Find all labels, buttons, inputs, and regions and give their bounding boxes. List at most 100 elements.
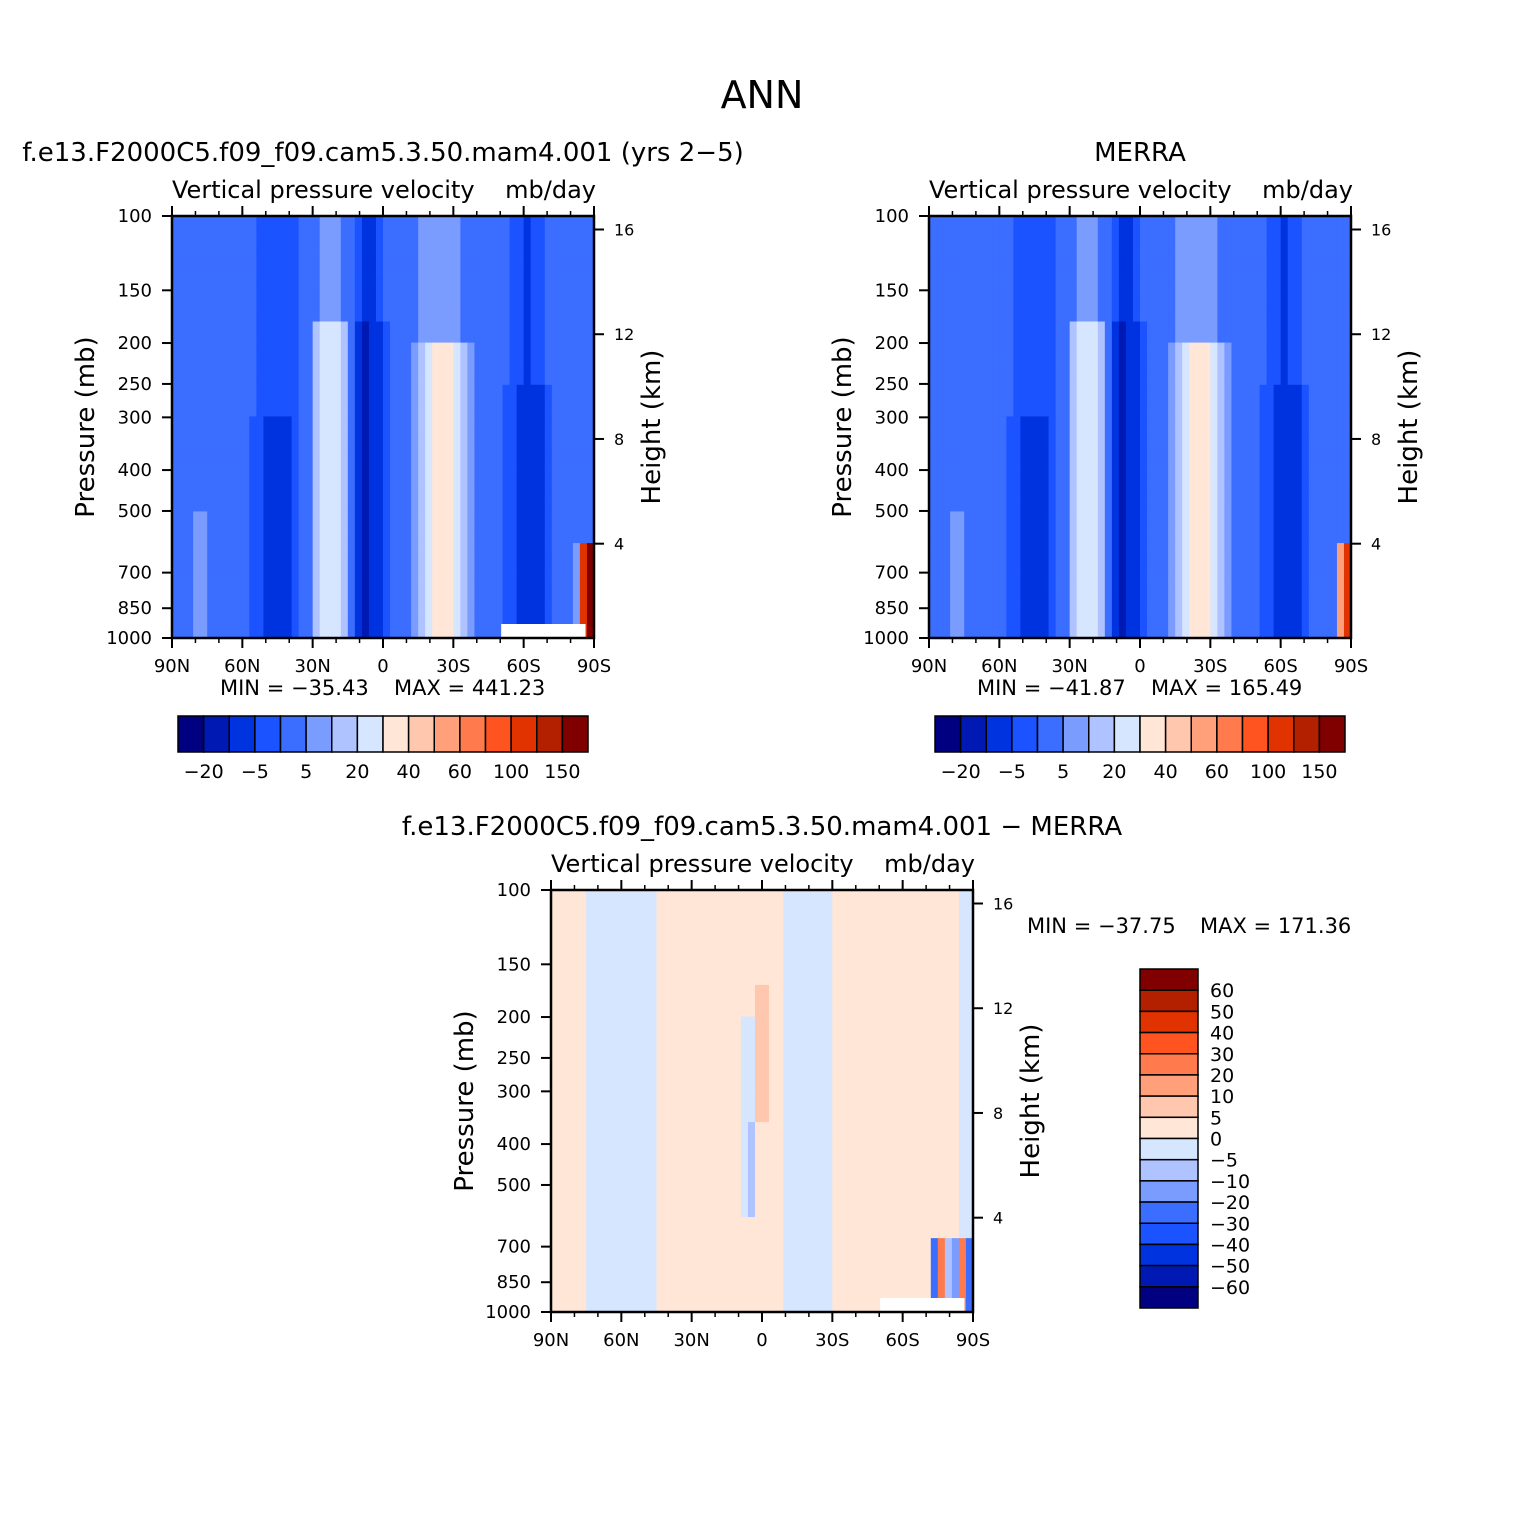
field-cell: [943, 553, 951, 565]
field-cell: [572, 416, 581, 428]
field-cell: [936, 616, 944, 629]
field-cell: [537, 332, 546, 344]
field-cell: [305, 258, 314, 270]
field-cell: [1076, 543, 1085, 555]
field-cell: [1132, 332, 1141, 344]
field-cell: [551, 469, 560, 481]
field-cell: [263, 521, 272, 534]
field-cell: [1147, 247, 1155, 259]
field-cell: [502, 479, 511, 491]
field-cell: [1266, 627, 1275, 639]
field-cell: [1203, 237, 1211, 249]
field-cell: [411, 595, 419, 607]
field-cell: [516, 585, 525, 597]
field-cell: [1238, 384, 1247, 396]
field-cell: [964, 342, 972, 354]
field-cell: [943, 363, 951, 375]
field-cell: [277, 521, 286, 534]
field-cell: [242, 384, 250, 396]
field-cell: [971, 500, 979, 512]
field-cell: [1147, 279, 1155, 291]
field-cell: [446, 247, 454, 259]
x-tick-label: 30S: [1193, 656, 1227, 677]
field-cell: [488, 606, 497, 618]
field-cell: [361, 268, 370, 280]
field-cell: [1329, 363, 1338, 375]
y-axis-label: Pressure (mb): [71, 336, 101, 517]
field-cell: [985, 458, 993, 470]
field-cell: [1343, 564, 1352, 576]
field-cell: [488, 543, 497, 555]
field-cell: [1287, 395, 1296, 407]
field-cell: [558, 553, 567, 565]
field-cell: [1343, 458, 1352, 470]
field-cell: [1154, 469, 1162, 481]
field-cell: [277, 268, 286, 280]
field-cell: [263, 384, 272, 396]
field-cell: [397, 353, 405, 365]
field-cell: [291, 279, 300, 291]
field-cell: [1196, 574, 1204, 586]
field-cell: [467, 500, 476, 512]
field-cell: [978, 363, 986, 375]
field-cell: [1097, 289, 1106, 301]
field-cell: [235, 416, 243, 428]
field-cell: [354, 353, 363, 365]
field-cell: [1294, 500, 1303, 512]
field-cell: [488, 279, 497, 291]
field-cell: [340, 258, 349, 270]
field-cell: [964, 384, 972, 396]
field-cell: [936, 585, 944, 597]
field-cell: [467, 237, 476, 249]
field-cell: [467, 226, 476, 238]
field-cell: [340, 226, 349, 238]
field-cell: [298, 532, 307, 544]
field-cell: [1118, 521, 1127, 534]
field-cell: [1210, 279, 1218, 291]
field-cell: [1224, 437, 1233, 449]
field-cell: [270, 226, 279, 238]
field-cell: [390, 237, 398, 249]
field-cell: [1083, 521, 1092, 534]
field-cell: [347, 616, 356, 629]
field-cell: [256, 595, 265, 607]
field-cell: [1175, 448, 1183, 460]
field-cell: [537, 469, 546, 481]
field-cell: [340, 416, 349, 428]
field-cell: [312, 416, 321, 428]
field-cell: [992, 247, 1000, 259]
field-cell: [530, 363, 539, 375]
field-cell: [579, 237, 588, 249]
field-cell: [1041, 310, 1050, 323]
field-cell: [340, 511, 349, 523]
field-cell: [1273, 532, 1282, 544]
field-cell: [558, 574, 567, 586]
field-cell: [1196, 616, 1204, 629]
field-cell: [488, 616, 497, 629]
field-cell: [985, 374, 993, 386]
field-cell: [495, 500, 504, 512]
field-cell: [214, 585, 222, 597]
field-cell: [467, 448, 476, 460]
field-cell: [1097, 500, 1106, 512]
field-cell: [1196, 310, 1204, 323]
field-cell: [1203, 564, 1211, 576]
field-cell: [1154, 342, 1162, 354]
field-cell: [305, 416, 314, 428]
field-cell: [347, 437, 356, 449]
field-cell: [1076, 332, 1085, 344]
field-cell: [1111, 363, 1120, 375]
field-cell: [326, 363, 335, 375]
field-cell: [495, 553, 504, 565]
field-cell: [544, 395, 553, 407]
field-cell: [446, 332, 454, 344]
field-cell: [999, 448, 1007, 460]
field-cell: [1020, 405, 1029, 418]
field-cell: [242, 427, 250, 439]
field-cell: [193, 627, 201, 639]
field-cell: [1336, 500, 1345, 512]
field-cell: [572, 553, 581, 565]
field-cell: [383, 553, 391, 565]
field-cell: [1140, 332, 1148, 344]
field-cell: [1308, 616, 1317, 629]
